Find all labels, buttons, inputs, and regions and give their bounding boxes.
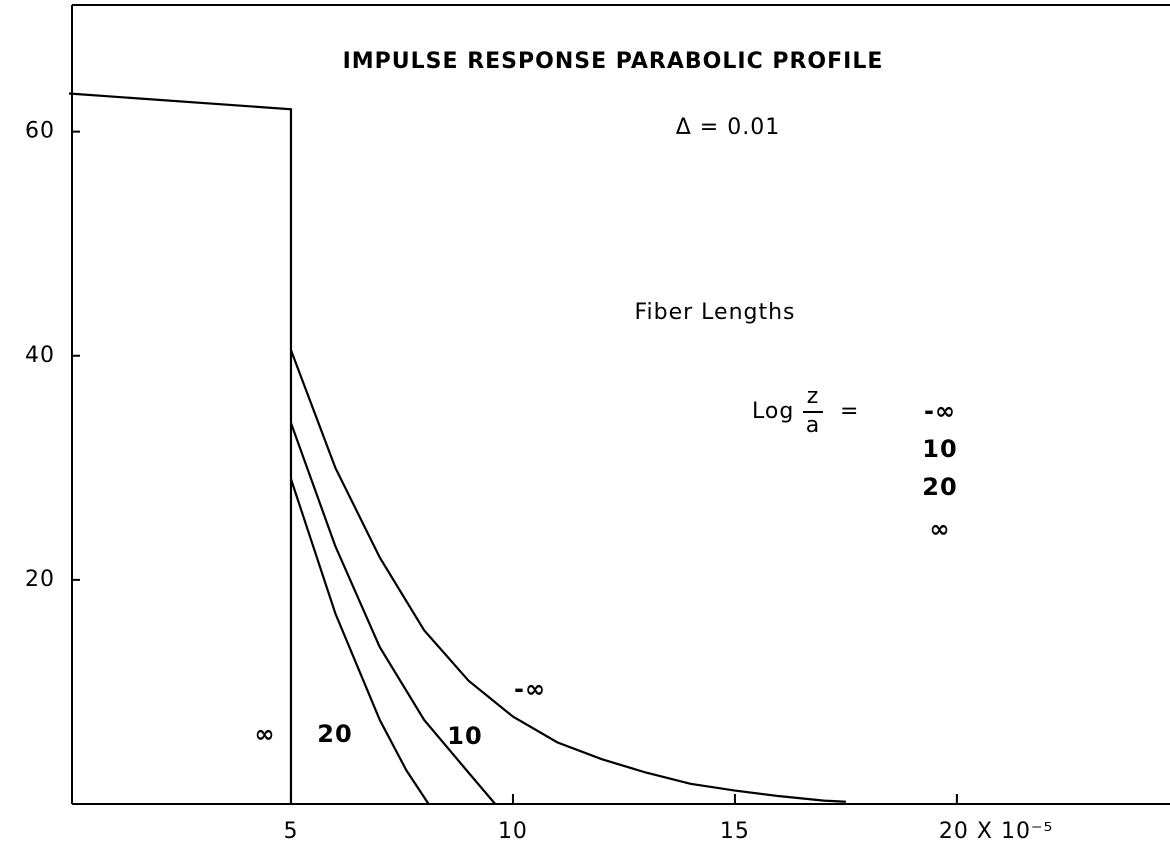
legend-denominator: a [806,413,820,438]
curve-label: -∞ [514,675,546,703]
line [68,92,293,804]
annotation: Fiber Lengths [634,300,795,325]
curve-label: 10 [447,722,482,750]
legend-entry: 20 [922,473,957,501]
x-tick-label: 20 X 10⁻⁵ [939,819,1053,844]
legend-numerator: z [807,384,820,409]
curve-label: ∞ [255,720,276,748]
curve-label: 20 [317,720,352,748]
legend-entry: 10 [922,435,957,463]
legend-prefix: Log [752,399,794,424]
legend-entry: ∞ [930,515,951,543]
subtitle: Δ = 0.01 [676,115,780,140]
x-tick-label: 5 [283,819,298,844]
y-tick-label: 60 [25,119,55,144]
x-tick-label: 15 [720,819,750,844]
legend-equals: = [840,399,859,424]
legend: Log z a = [752,384,859,438]
line [289,478,430,805]
line [289,422,497,805]
chart-title: IMPULSE RESPONSE PARABOLIC PROFILE [343,49,884,74]
x-tick-label: 10 [498,819,528,844]
y-tick-label: 40 [25,343,55,368]
y-tick-label: 20 [25,567,55,592]
legend-entry: -∞ [924,397,956,425]
line [289,349,846,803]
